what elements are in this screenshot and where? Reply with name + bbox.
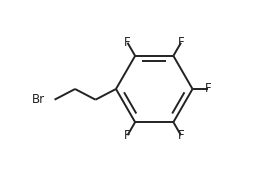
Text: F: F	[124, 36, 131, 49]
Text: F: F	[178, 36, 185, 49]
Text: F: F	[178, 129, 185, 142]
Text: Br: Br	[32, 93, 45, 106]
Text: F: F	[205, 82, 211, 96]
Text: F: F	[124, 129, 131, 142]
